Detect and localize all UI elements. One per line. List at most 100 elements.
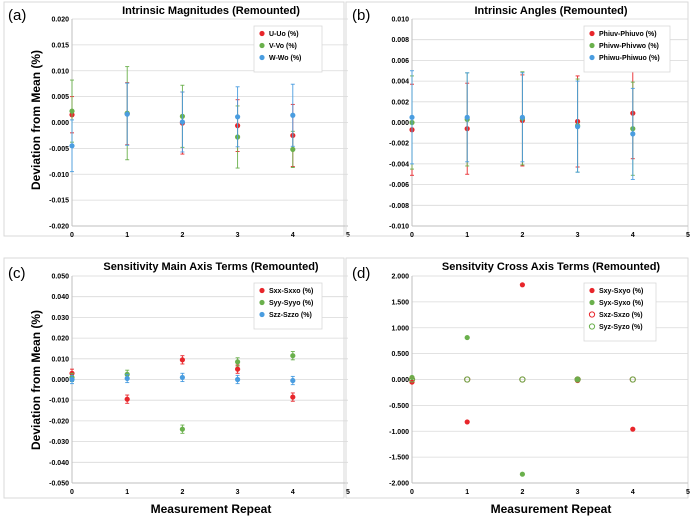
legend-marker: [589, 54, 595, 61]
y-tick-label: -0.020: [49, 418, 69, 425]
data-point: [290, 146, 296, 153]
panel-1: (a) Intrinsic Magnitudes (Remounted) 0.020…: [3, 1, 350, 239]
y-tick-label: 0.004: [391, 79, 409, 86]
data-point: [630, 426, 636, 432]
data-point: [464, 419, 470, 425]
legend-box: [583, 282, 657, 342]
y-tick-label: -0.010: [389, 224, 409, 231]
legend-label: Phiuv-Phiuvo (%): [599, 31, 657, 38]
xlabel-left: Measurement Repeat: [151, 502, 272, 516]
panel-frame: [345, 1, 689, 237]
panel-4: (d) Sensitvity Cross Axis Terms (Remounte…: [345, 257, 690, 499]
y-tick-label: 0.500: [391, 351, 409, 358]
legend-label: V-Vo (%): [269, 43, 297, 50]
ylabel-top: Deviation from Mean (%): [29, 50, 43, 190]
x-tick-label: 4: [631, 489, 635, 496]
y-tick-label: 1.500: [391, 299, 409, 306]
x-tick-label: 1: [465, 232, 469, 239]
data-point: [464, 376, 471, 383]
data-point: [464, 334, 470, 341]
data-point: [519, 114, 526, 120]
x-tick-label: 4: [631, 232, 635, 239]
y-tick-label: 2.000: [391, 274, 409, 281]
data-point: [124, 396, 130, 402]
data-point: [235, 376, 241, 383]
data-point: [409, 374, 415, 381]
y-tick-label: 0.005: [51, 94, 69, 101]
panel-label: (d): [352, 265, 370, 282]
x-tick-label: 2: [180, 232, 184, 239]
x-tick-label: 0: [410, 232, 414, 239]
legend-marker: [588, 323, 596, 330]
legend-label: Sxz-Sxzo (%): [599, 312, 643, 319]
y-tick-label: -0.005: [49, 146, 69, 153]
data-point: [290, 353, 296, 359]
legend-label: U-Uo (%): [269, 31, 299, 38]
panel-2: (b) Intrinsic Angles (Remounted) 0.010 0.00…: [345, 1, 690, 239]
x-tick-label: 4: [291, 489, 295, 496]
legend-label: Phivw-Phivwo (%): [599, 43, 659, 50]
x-tick-label: 2: [180, 489, 184, 496]
y-tick-label: -0.008: [389, 203, 409, 210]
data-point: [409, 114, 415, 120]
x-tick-label: 0: [70, 489, 74, 496]
x-tick-label: 0: [70, 232, 74, 239]
y-tick-label: 0.040: [51, 294, 69, 301]
x-tick-label: 0: [410, 489, 414, 496]
data-point: [179, 119, 185, 125]
data-point: [235, 359, 241, 365]
y-tick-label: 0.000: [51, 377, 69, 384]
data-point: [179, 374, 185, 381]
data-point: [290, 112, 296, 118]
ylabel-bottom: Deviation from Mean (%): [29, 310, 43, 450]
data-point: [464, 114, 470, 120]
panel-frame: [3, 257, 345, 499]
y-tick-label: -0.050: [49, 481, 69, 488]
series-4: [408, 376, 636, 383]
legend-marker: [259, 287, 265, 294]
legend-label: Syy-Syyo (%): [269, 300, 313, 307]
panel-title: Intrinsic Magnitudes (Remounted): [122, 5, 300, 17]
data-point: [519, 376, 526, 383]
y-tick-label: 0.008: [391, 37, 409, 44]
x-tick-label: 5: [686, 489, 690, 496]
x-tick-label: 5: [686, 232, 690, 239]
y-tick-label: 0.000: [51, 120, 69, 127]
data-point: [290, 394, 296, 400]
y-tick-label: 0.020: [51, 336, 69, 343]
data-point: [69, 376, 75, 383]
y-tick-label: -0.030: [49, 439, 69, 446]
y-tick-label: -2.000: [389, 481, 409, 488]
y-tick-label: -1.000: [389, 429, 409, 436]
panel-frame: [3, 1, 345, 237]
y-tick-label: -0.004: [389, 161, 409, 168]
data-point: [629, 376, 636, 383]
y-tick-label: 0.000: [391, 377, 409, 384]
y-tick-label: 0.020: [51, 17, 69, 24]
x-tick-label: 4: [291, 232, 295, 239]
data-point: [408, 376, 416, 383]
y-tick-label: -0.500: [389, 403, 409, 410]
legend-marker: [589, 42, 595, 49]
y-tick-label: -1.500: [389, 455, 409, 462]
series-3: [69, 82, 296, 173]
x-tick-label: 1: [465, 489, 469, 496]
x-tick-label: 1: [125, 489, 129, 496]
data-point: [290, 377, 296, 384]
y-tick-label: -0.006: [389, 182, 409, 189]
data-point: [179, 426, 185, 432]
legend-box: [253, 282, 323, 330]
y-tick-label: 0.015: [51, 42, 69, 49]
y-tick-label: -0.010: [49, 398, 69, 405]
data-point: [69, 108, 75, 114]
data-point: [519, 282, 526, 288]
data-point: [124, 111, 130, 117]
legend-marker: [259, 311, 265, 318]
series-2: [409, 327, 636, 477]
legend-label: Sxy-Sxyo (%): [599, 288, 643, 295]
x-tick-label: 3: [576, 489, 580, 496]
panel-3: (c) Sensitivity Main Axis Terms (Remounte…: [3, 257, 350, 499]
panel-title: Sensitvity Cross Axis Terms (Remounted): [442, 261, 661, 273]
y-tick-label: 0.030: [51, 315, 69, 322]
